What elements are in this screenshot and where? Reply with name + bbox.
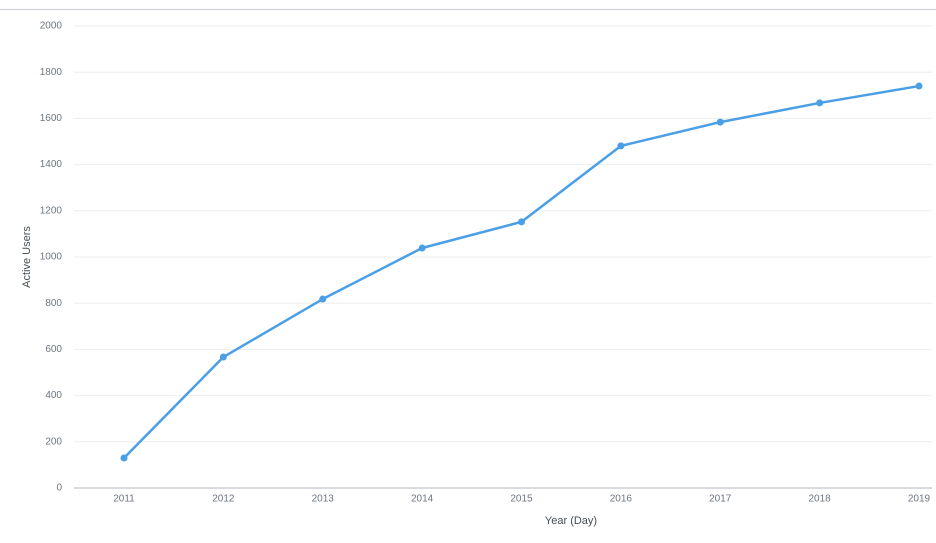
data-point [716, 118, 724, 126]
y-tick-label: 1800 [40, 67, 63, 78]
data-point [518, 218, 525, 226]
x-tick-label: 2019 [908, 494, 931, 505]
y-axis-title: Active Users [21, 226, 33, 288]
y-tick-label: 400 [45, 390, 62, 401]
x-tick-label: 2015 [510, 494, 533, 505]
x-tick-label: 2017 [709, 494, 732, 505]
x-tick-label: 2018 [809, 494, 832, 505]
data-point [219, 353, 227, 361]
data-point [617, 142, 625, 150]
y-tick-label: 800 [45, 298, 62, 309]
data-point [319, 295, 327, 303]
data-line [123, 84, 920, 459]
y-tick-label: 1200 [40, 205, 63, 216]
y-tick-label: 2000 [40, 21, 63, 32]
y-tick-label: 1600 [40, 113, 63, 124]
y-tick-label: 1000 [40, 252, 63, 263]
data-point [418, 244, 426, 252]
y-tick-label: 600 [45, 344, 62, 355]
y-tick-label: 0 [56, 483, 62, 494]
x-tick-label: 2012 [212, 494, 235, 505]
x-tick-label: 2011 [113, 494, 135, 505]
x-tick-label: 2013 [312, 494, 335, 505]
y-tick-label: 1400 [40, 159, 63, 170]
x-axis-title: Year (Day) [545, 515, 597, 527]
data-point [120, 454, 128, 462]
x-tick-label: 2016 [610, 494, 633, 505]
data-point [816, 99, 824, 107]
y-tick-label: 200 [45, 436, 62, 447]
x-tick-label: 2014 [411, 494, 434, 505]
data-point [915, 82, 923, 90]
